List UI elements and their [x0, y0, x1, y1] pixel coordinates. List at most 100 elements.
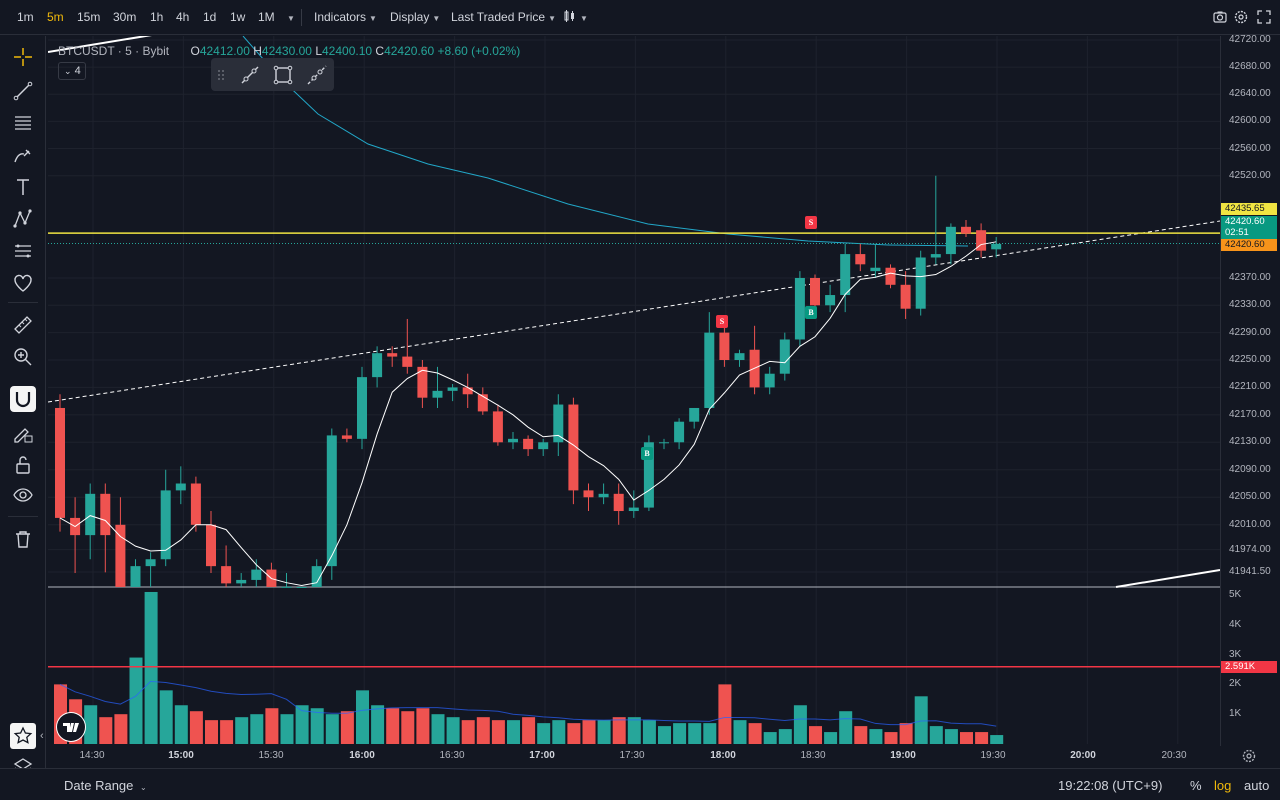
settings-icon[interactable] — [1233, 9, 1249, 25]
camera-icon[interactable] — [1212, 9, 1228, 25]
percent-scale-toggle[interactable]: % — [1190, 778, 1202, 793]
candle-body — [447, 387, 458, 391]
chart-type-button[interactable]: ▼ — [563, 0, 588, 35]
time-tick-label: 20:30 — [1161, 750, 1187, 761]
display-button[interactable]: Display ▼ — [390, 0, 440, 35]
divider — [301, 9, 302, 26]
price-source-button[interactable]: Last Traded Price ▼ — [451, 0, 556, 35]
measure-tool[interactable] — [10, 312, 36, 338]
interval-1d[interactable]: 1d — [203, 10, 217, 24]
volume-tick-label: 1K — [1229, 708, 1242, 720]
price-tick-label: 42050.00 — [1229, 491, 1271, 503]
candle-body — [100, 493, 111, 536]
volume-bar — [507, 720, 520, 744]
candle-body — [477, 394, 488, 412]
favorite-star-button[interactable] — [10, 723, 36, 749]
text-icon — [17, 179, 29, 195]
volume-bar — [884, 732, 898, 744]
candle-body — [281, 586, 292, 588]
candle-body — [462, 387, 473, 395]
volume-bar — [340, 711, 354, 744]
clock[interactable]: 19:22:08 (UTC+9) — [1058, 778, 1163, 793]
text-tool[interactable] — [10, 174, 36, 200]
eye-icon — [13, 488, 33, 502]
interval-1m[interactable]: 1m — [17, 10, 34, 24]
candle-body — [643, 442, 654, 508]
candle-body — [598, 493, 609, 498]
extended-line-icon[interactable] — [306, 64, 328, 86]
volume-bar — [416, 708, 430, 744]
auto-scale-toggle[interactable]: auto — [1244, 778, 1270, 793]
collapse-arrow-icon[interactable]: ‹ — [40, 730, 44, 742]
stay-drawing-tool[interactable] — [10, 420, 36, 446]
volume-bar — [431, 714, 445, 744]
pattern-tool[interactable] — [10, 206, 36, 232]
volume-bar — [642, 720, 656, 744]
candle-body — [311, 566, 322, 587]
fullscreen-icon[interactable] — [1256, 9, 1272, 25]
volume-bar — [673, 723, 687, 744]
price-tick-label: 42560.00 — [1229, 142, 1271, 154]
zoom-tool[interactable] — [10, 344, 36, 370]
favorites-tool[interactable] — [10, 270, 36, 296]
date-range-label: Date Range — [64, 778, 134, 793]
volume-bar — [159, 690, 173, 744]
visibility-tool[interactable] — [10, 482, 36, 508]
ray-line-icon[interactable] — [239, 64, 261, 86]
candle-body — [372, 353, 383, 378]
interval-1h[interactable]: 1h — [150, 10, 164, 24]
chart-pane[interactable] — [48, 36, 1220, 746]
candle-body — [221, 566, 232, 584]
brush-icon — [14, 149, 31, 163]
candle-body — [492, 411, 503, 443]
magnet-tool[interactable] — [10, 386, 36, 412]
remove-drawings-tool[interactable] — [10, 526, 36, 552]
tradingview-logo[interactable] — [56, 712, 86, 742]
volume-bar — [824, 732, 838, 744]
drawing-line — [1115, 569, 1220, 588]
prediction-tool[interactable] — [10, 238, 36, 264]
display-label: Display — [390, 10, 430, 24]
drag-handle-icon[interactable] — [215, 64, 227, 86]
fib-tool[interactable] — [10, 110, 36, 136]
interval-30m[interactable]: 30m — [113, 10, 137, 24]
interval-1M[interactable]: 1M — [258, 10, 275, 24]
chart-settings-button[interactable] — [1240, 747, 1260, 765]
crosshair-tool[interactable] — [10, 44, 36, 70]
candle-body — [175, 483, 186, 491]
interval-1w[interactable]: 1w — [230, 10, 246, 24]
price-axis[interactable]: 42720.00 42680.00 42640.00 42600.00 42560.00… — [1220, 34, 1280, 746]
indicators-button[interactable]: Indicators ▼ — [314, 0, 377, 35]
indicators-collapse-button[interactable]: ⌄ 4 — [58, 62, 86, 80]
moving-average-white — [59, 241, 997, 586]
more-intervals-caret-icon[interactable]: ▼ — [287, 14, 295, 23]
price-chart[interactable] — [48, 36, 1220, 746]
time-axis[interactable]: 14:30 15:00 15:30 16:00 16:30 17:00 17:30 18:00… — [48, 746, 1220, 768]
pencil-lock-icon — [14, 428, 33, 443]
interval-5m[interactable]: 5m — [47, 10, 64, 24]
caret-down-icon: ▼ — [580, 14, 588, 23]
log-scale-toggle[interactable]: log — [1214, 778, 1232, 793]
lock-drawings-tool[interactable] — [10, 452, 36, 478]
candle-body — [674, 421, 685, 443]
candle-body — [900, 284, 911, 309]
price-tick-label: 42370.00 — [1229, 271, 1271, 283]
volume-bar — [944, 729, 958, 744]
gear-icon — [1242, 749, 1256, 763]
date-range-button[interactable]: Date Range ⌄ — [64, 778, 147, 793]
interval-15m[interactable]: 15m — [77, 10, 101, 24]
trendline-tool[interactable] — [10, 78, 36, 104]
volume-bar — [310, 708, 324, 744]
interval-4h[interactable]: 4h — [176, 10, 190, 24]
caret-down-icon: ▼ — [369, 14, 377, 23]
chevron-down-icon: ⌄ — [140, 783, 147, 792]
time-tick-label: 18:30 — [800, 750, 826, 761]
candle-body — [357, 377, 367, 439]
rectangle-icon[interactable] — [272, 64, 294, 86]
floating-drawing-toolbar[interactable] — [211, 58, 334, 91]
candle-body — [417, 366, 428, 398]
volume-bar — [144, 591, 158, 744]
candle-body — [689, 407, 700, 422]
brush-tool[interactable] — [10, 142, 36, 168]
indicator-count: 4 — [74, 65, 81, 77]
